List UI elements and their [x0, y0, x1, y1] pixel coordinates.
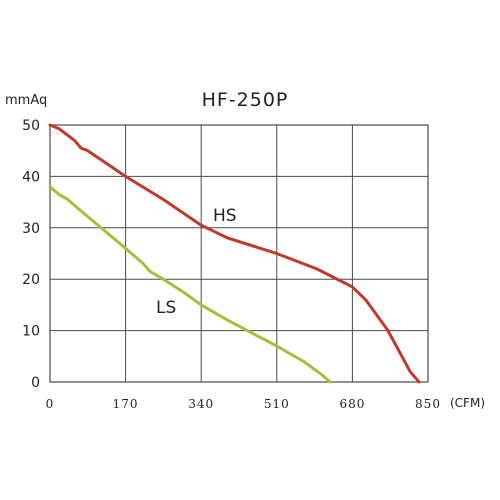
x-axis-label: (CFM): [450, 396, 485, 410]
chart-title: HF-250P: [202, 89, 289, 111]
y-tick-label: 30: [22, 221, 40, 237]
series-label-ls: LS: [156, 298, 176, 318]
y-tick-label: 20: [22, 272, 40, 288]
series-label-hs: HS: [213, 206, 237, 226]
x-tick-label: 340: [188, 397, 214, 411]
series-line-hs: [48, 123, 421, 384]
y-tick-label: 40: [22, 169, 40, 185]
plot-frame: [49, 124, 429, 383]
x-tick-label: 850: [415, 397, 441, 411]
y-axis-label: mmAq: [5, 93, 47, 108]
y-tick-label: 0: [31, 375, 40, 391]
series-lines: [48, 123, 421, 384]
y-tick-label: 50: [22, 118, 40, 134]
x-tick-label: 0: [46, 397, 55, 411]
y-tick-labels: 0 10 20 30 40 50: [22, 118, 40, 391]
series-line-ls: [48, 185, 332, 384]
x-tick-label: 680: [339, 397, 365, 411]
grid: [50, 125, 428, 382]
x-tick-label: 170: [113, 397, 139, 411]
x-tick-labels: 0 170 340 510 680 850: [46, 397, 441, 411]
y-tick-label: 10: [22, 324, 40, 340]
x-tick-label: 510: [264, 397, 290, 411]
